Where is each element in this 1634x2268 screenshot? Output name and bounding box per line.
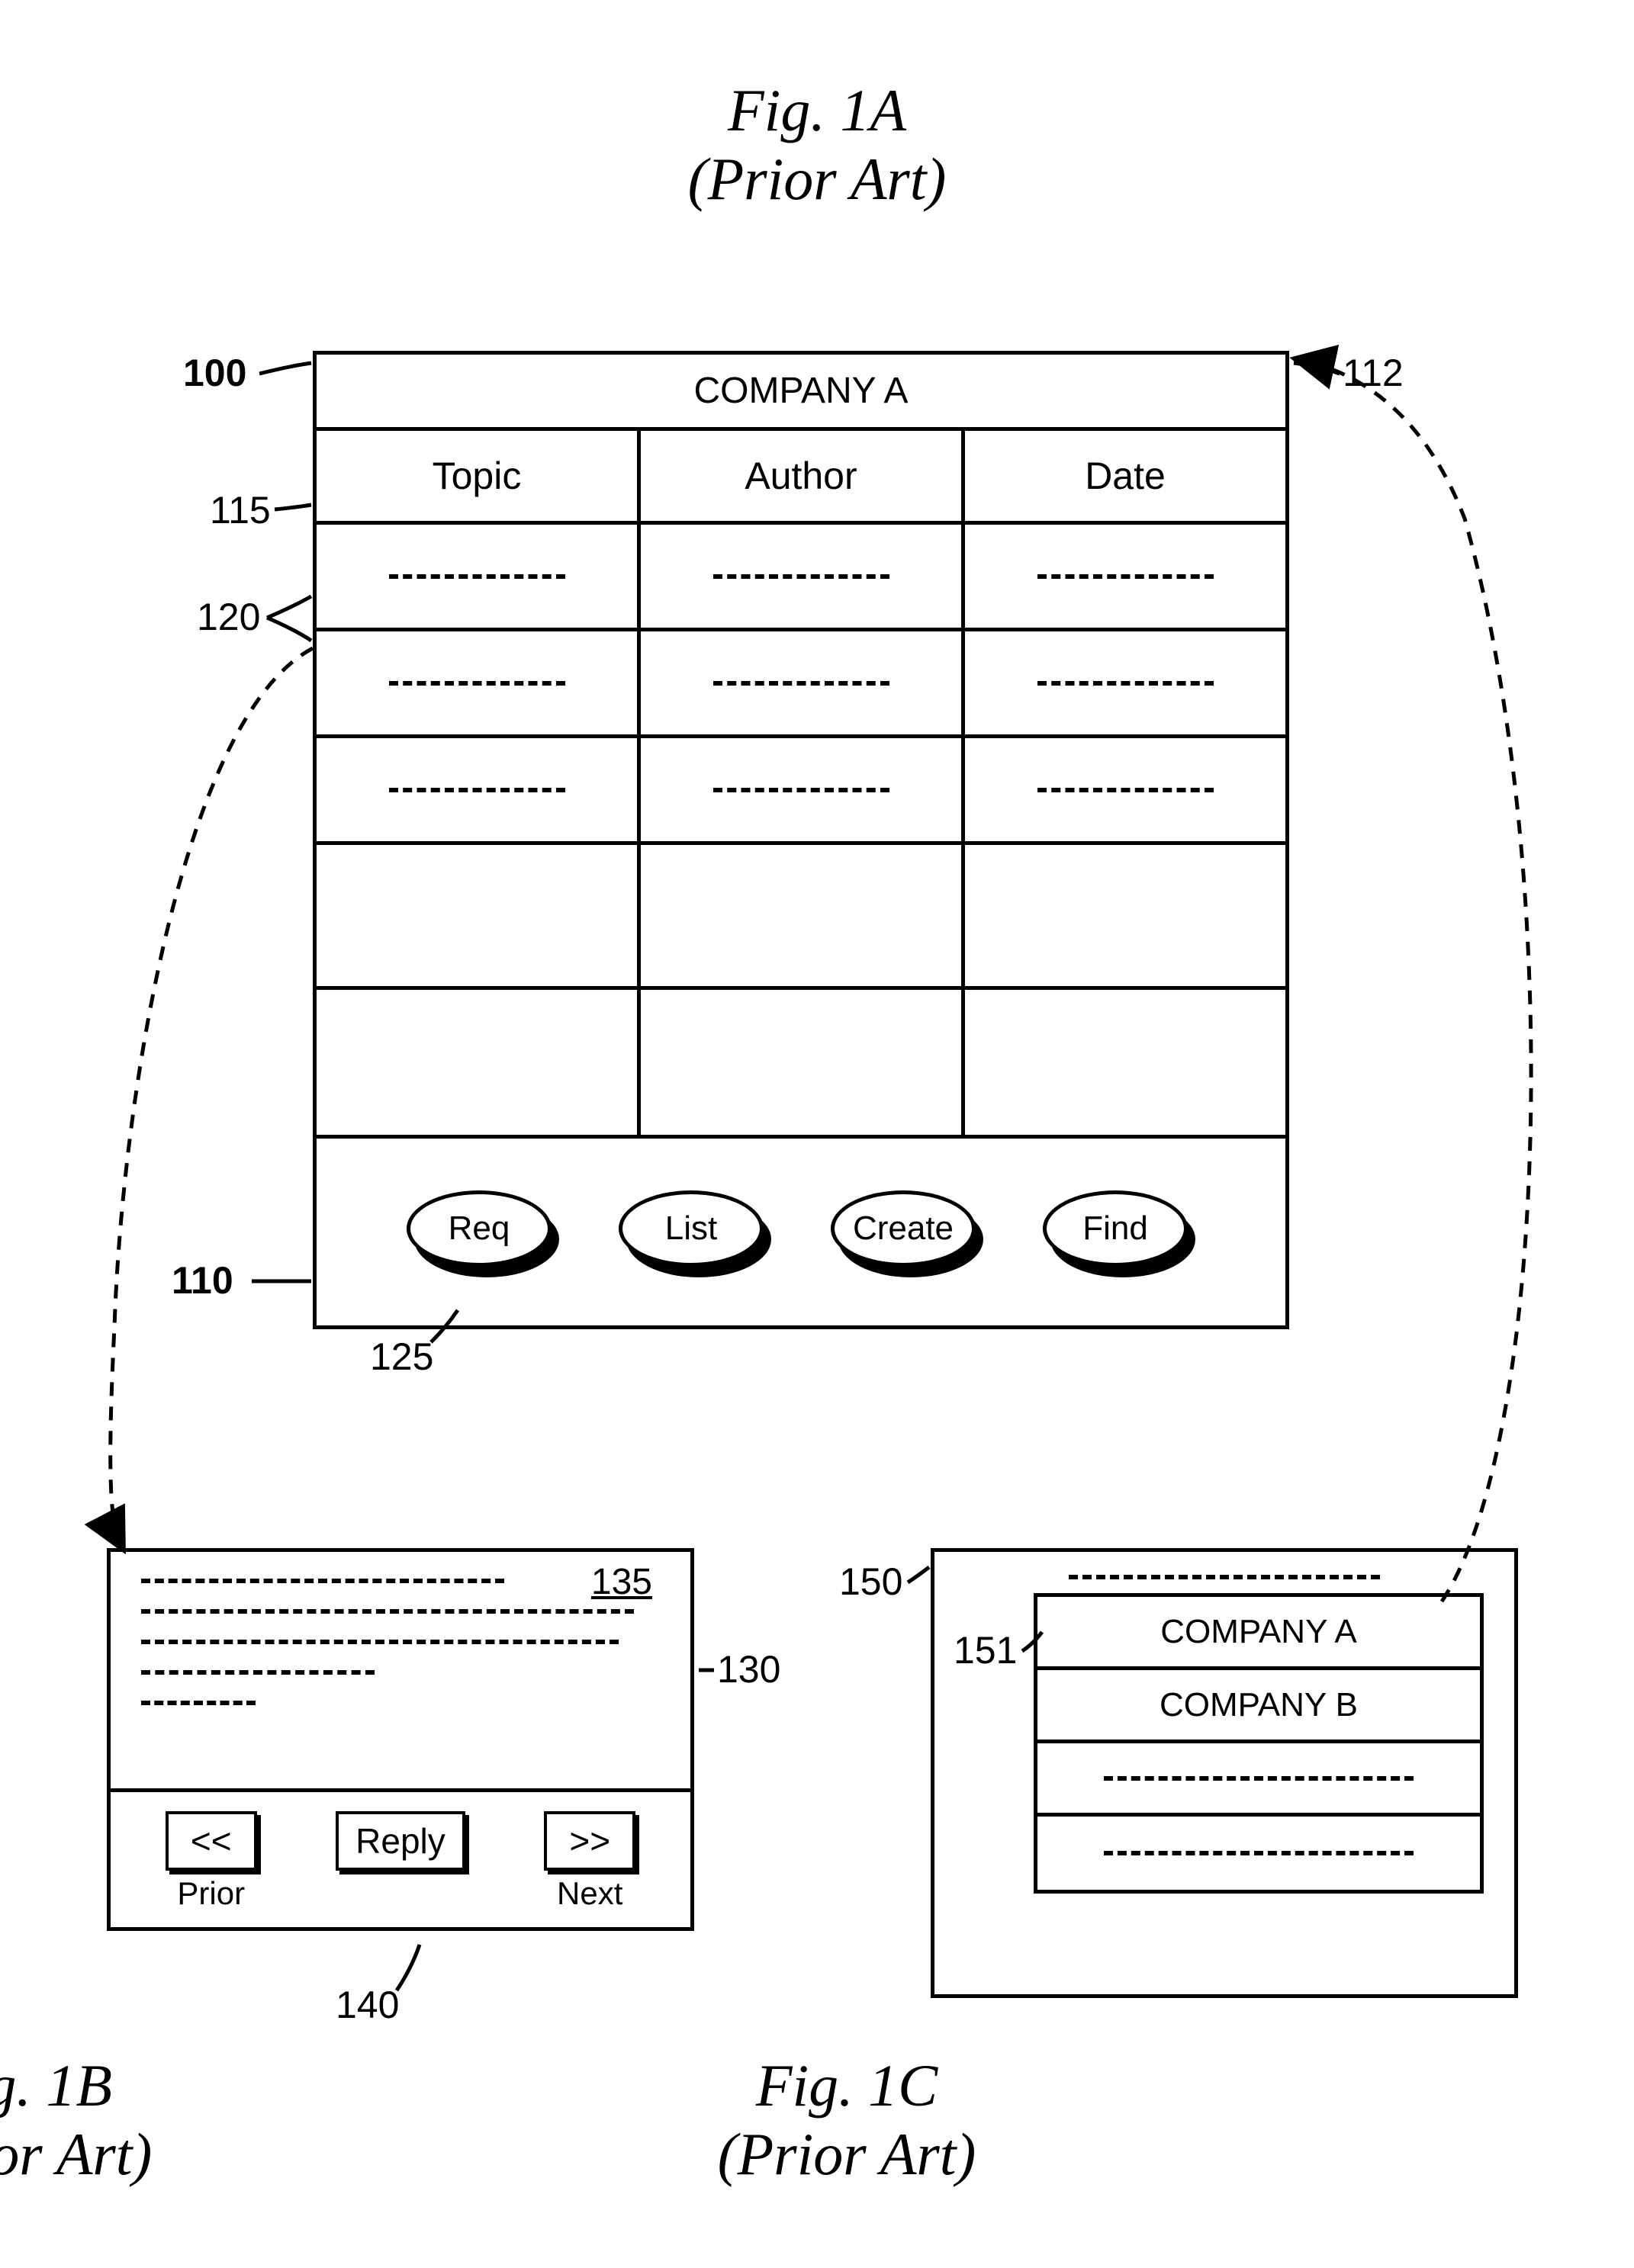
fig1c-title-line2: (Prior Art) — [718, 2121, 976, 2187]
panel-1a-empty-row — [317, 845, 1285, 990]
panel-1b-footer: << Prior Reply >> Next — [111, 1788, 690, 1927]
fig1a-title-line1: Fig. 1A — [728, 77, 906, 143]
prior-button-group: << Prior — [166, 1811, 257, 1912]
placeholder-dash — [1104, 1776, 1414, 1781]
arrow-right-path — [1301, 360, 1531, 1601]
placeholder-dash — [1037, 788, 1214, 792]
placeholder-dash — [713, 681, 889, 686]
placeholder-line — [141, 1670, 375, 1675]
next-button[interactable]: >> — [544, 1811, 635, 1871]
fig1b-title-line2: (Prior Art) — [0, 2121, 152, 2187]
placeholder-line — [141, 1701, 256, 1705]
panel-1a-header-row: Topic Author Date — [317, 431, 1285, 525]
list-item-company-b[interactable]: COMPANY B — [1037, 1670, 1480, 1743]
fig1b-title: Fig. 1B (Prior Art) — [0, 2051, 427, 2189]
panel-1a-row — [317, 631, 1285, 738]
ref-150: 150 — [839, 1560, 902, 1604]
panel-1b-body: 135 — [111, 1552, 690, 1788]
placeholder-line — [141, 1579, 504, 1583]
col-author: Author — [641, 431, 965, 521]
next-button-group: >> Next — [544, 1811, 635, 1912]
panel-1a-row — [317, 738, 1285, 845]
diagram-canvas: Fig. 1A (Prior Art) COMPANY A Topic Auth… — [31, 31, 1603, 2237]
create-button[interactable]: Create — [831, 1190, 983, 1274]
panel-1c: COMPANY A COMPANY B — [931, 1548, 1518, 1998]
panel-1a-row — [317, 525, 1285, 631]
list-item-company-a[interactable]: COMPANY A — [1037, 1597, 1480, 1670]
fig1c-title: Fig. 1C (Prior Art) — [442, 2051, 1251, 2189]
panel-1a-titlebar: COMPANY A — [317, 355, 1285, 431]
ref-100: 100 — [183, 351, 246, 395]
ref-130: 130 — [717, 1647, 780, 1691]
ref-135: 135 — [591, 1561, 652, 1603]
ref-151: 151 — [954, 1628, 1017, 1672]
placeholder-dash — [389, 681, 565, 686]
ref-125: 125 — [370, 1335, 433, 1379]
req-button[interactable]: Req — [407, 1190, 559, 1274]
fig1a-title-line2: (Prior Art) — [688, 146, 947, 212]
ref-112: 112 — [1343, 351, 1404, 395]
ref-110: 110 — [172, 1258, 233, 1303]
panel-1a: COMPANY A Topic Author Date — [313, 351, 1289, 1329]
ref-115: 115 — [210, 488, 271, 532]
placeholder-dash — [1037, 681, 1214, 686]
col-topic: Topic — [317, 431, 641, 521]
fig1a-title: Fig. 1A (Prior Art) — [31, 76, 1603, 214]
placeholder-dash — [1104, 1851, 1414, 1855]
panel-1b: 135 << Prior Reply >> Next — [107, 1548, 694, 1931]
list-button[interactable]: List — [619, 1190, 771, 1274]
panel-1a-footer: Req List Create Find — [317, 1135, 1285, 1325]
placeholder-dash — [1037, 574, 1214, 579]
placeholder-dash — [713, 788, 889, 792]
placeholder-line — [141, 1609, 634, 1614]
placeholder-dash — [713, 574, 889, 579]
col-date: Date — [965, 431, 1285, 521]
reply-button[interactable]: Reply — [336, 1811, 465, 1871]
find-button[interactable]: Find — [1043, 1190, 1195, 1274]
list-item[interactable] — [1037, 1743, 1480, 1817]
fig1c-title-line1: Fig. 1C — [756, 2052, 938, 2119]
arrow-left-path — [111, 648, 313, 1544]
prior-label: Prior — [177, 1875, 245, 1912]
fig1b-title-line1: Fig. 1B — [0, 2052, 112, 2119]
placeholder-dash — [389, 574, 565, 579]
ref-120: 120 — [197, 595, 260, 639]
placeholder-line — [141, 1640, 619, 1644]
next-label: Next — [557, 1875, 622, 1912]
reply-button-group: Reply — [336, 1811, 465, 1875]
ref-140: 140 — [336, 1983, 399, 2027]
prior-button[interactable]: << — [166, 1811, 257, 1871]
placeholder-dash — [389, 788, 565, 792]
company-list: COMPANY A COMPANY B — [1034, 1593, 1484, 1894]
placeholder-line — [1069, 1575, 1380, 1579]
list-item[interactable] — [1037, 1817, 1480, 1890]
panel-1a-empty-row — [317, 990, 1285, 1135]
